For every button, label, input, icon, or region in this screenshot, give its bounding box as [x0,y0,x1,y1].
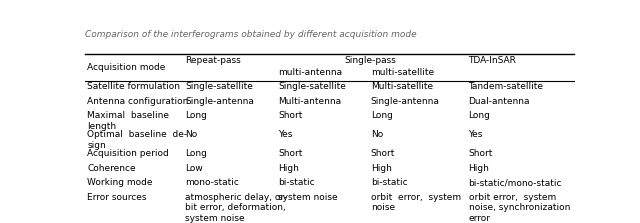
Text: High: High [371,164,392,173]
Text: Short: Short [468,149,493,158]
Text: Single-antenna: Single-antenna [185,97,254,106]
Text: Short: Short [278,112,302,120]
Text: atmospheric delay, or-
bit error, deformation,
system noise: atmospheric delay, or- bit error, deform… [185,193,287,223]
Text: orbit error,  system
noise, synchronization
error: orbit error, system noise, synchronizati… [468,193,570,223]
Text: Working mode: Working mode [88,178,153,187]
Text: High: High [468,164,490,173]
Text: bi-static/mono-static: bi-static/mono-static [468,178,562,187]
Text: Single-satellite: Single-satellite [185,82,253,91]
Text: Repeat-pass: Repeat-pass [185,56,241,65]
Text: Coherence: Coherence [88,164,136,173]
Text: Dual-antenna: Dual-antenna [468,97,530,106]
Text: Maximal  baseline
length: Maximal baseline length [88,112,170,131]
Text: Short: Short [278,149,302,158]
Text: Error sources: Error sources [88,193,147,202]
Text: High: High [278,164,299,173]
Text: Satellite formulation: Satellite formulation [88,82,180,91]
Text: orbit  error,  system
noise: orbit error, system noise [371,193,461,212]
Text: Single-satellite: Single-satellite [278,82,346,91]
Text: Long: Long [371,112,393,120]
Text: mono-static: mono-static [185,178,239,187]
Text: Acquisition period: Acquisition period [88,149,169,158]
Text: Yes: Yes [278,130,292,139]
Text: Tandem-satellite: Tandem-satellite [468,82,543,91]
Text: Acquisition mode: Acquisition mode [88,63,166,72]
Text: No: No [371,130,383,139]
Text: Yes: Yes [468,130,483,139]
Text: TDA-InSAR: TDA-InSAR [468,56,516,65]
Text: Optimal  baseline  de-
sign: Optimal baseline de- sign [88,130,188,150]
Text: Low: Low [185,164,203,173]
Text: Long: Long [468,112,490,120]
Text: Antenna configuration: Antenna configuration [88,97,189,106]
Text: multi-antenna: multi-antenna [278,68,342,77]
Text: No: No [185,130,197,139]
Text: Long: Long [185,149,207,158]
Text: Single-antenna: Single-antenna [371,97,440,106]
Text: Long: Long [185,112,207,120]
Text: Single-pass: Single-pass [345,56,397,65]
Text: bi-static: bi-static [371,178,408,187]
Text: system noise: system noise [278,193,338,202]
Text: Short: Short [371,149,395,158]
Text: Multi-antenna: Multi-antenna [278,97,341,106]
Text: Multi-satellite: Multi-satellite [371,82,433,91]
Text: Comparison of the interferograms obtained by different acquisition mode: Comparison of the interferograms obtaine… [85,30,417,39]
Text: bi-static: bi-static [278,178,315,187]
Text: multi-satellite: multi-satellite [371,68,434,77]
